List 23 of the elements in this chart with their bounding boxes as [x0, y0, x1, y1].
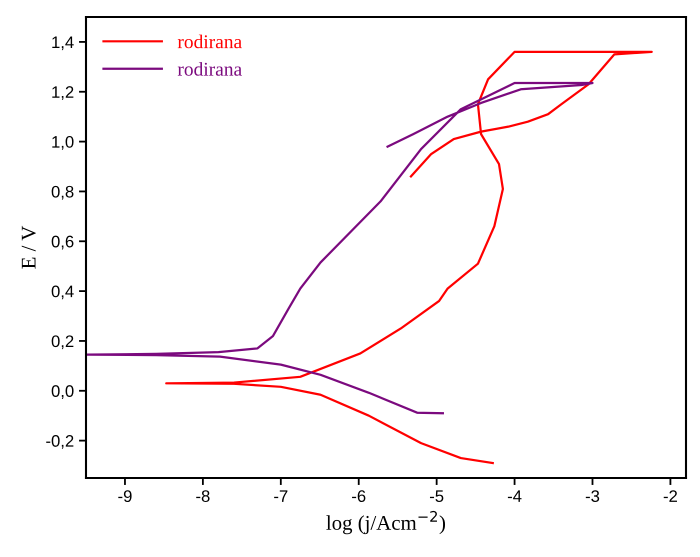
y-tick-label: 1,4: [52, 36, 74, 50]
line-series: [86, 82, 594, 414]
x-tick-label: -3: [586, 490, 600, 502]
y-tick-label: 0,6: [52, 236, 74, 250]
x-tick-label: -9: [118, 490, 132, 502]
y-tick-label: 0,2: [52, 335, 74, 350]
y-tick-label: -0,2: [46, 435, 74, 449]
x-axis-title: log (j/Acm$^{−2}$): [326, 510, 446, 534]
x-tick-label: -6: [352, 490, 366, 502]
y-tick-label: 0,4: [52, 286, 74, 300]
y-tick-label: 1,0: [52, 136, 74, 150]
y-tick-label: 1,2: [52, 86, 74, 100]
x-tick-label: -5: [430, 490, 444, 502]
y-axis-title: E / V: [22, 226, 36, 269]
y-tick-label: 0,8: [52, 186, 74, 200]
legend-label: rodirana: [178, 34, 242, 48]
x-tick-label: -7: [274, 490, 288, 502]
y-tick-label: 0,0: [52, 385, 74, 399]
legend-label: rodirana: [178, 62, 242, 76]
x-tick-label: -2: [664, 490, 677, 502]
line-series: [165, 50, 653, 464]
x-tick-label: -4: [508, 490, 522, 502]
x-tick-label: -8: [196, 490, 210, 502]
